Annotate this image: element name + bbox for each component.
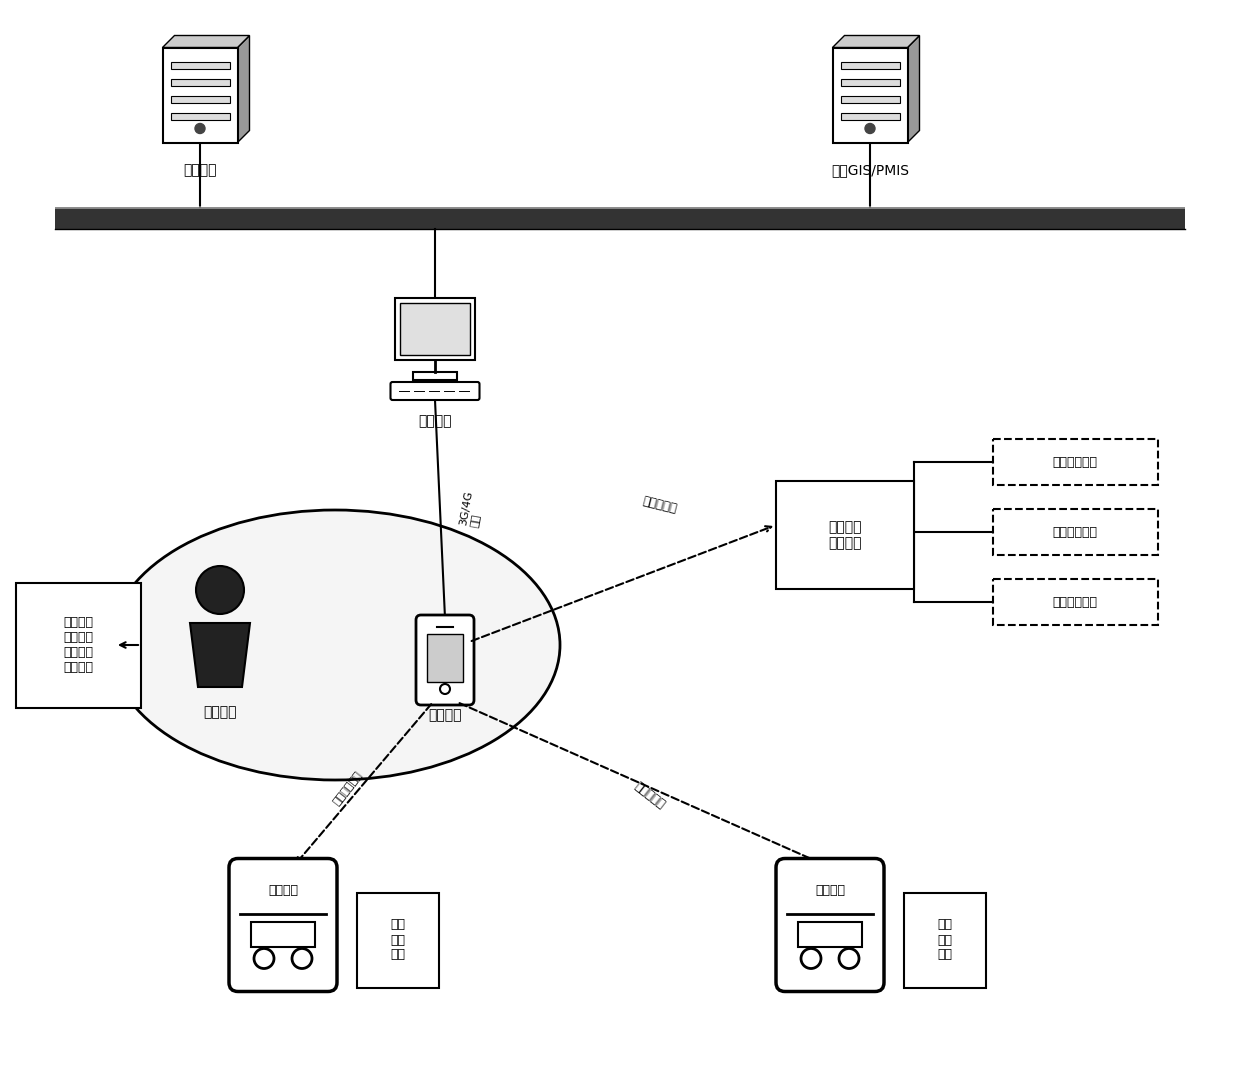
- Text: 运维人员: 运维人员: [203, 705, 237, 719]
- FancyBboxPatch shape: [229, 858, 337, 991]
- Text: 一刽聚目标主: 一刽聚目标主: [332, 769, 365, 807]
- Text: 移动终端: 移动终端: [428, 708, 461, 722]
- Polygon shape: [162, 35, 249, 47]
- Bar: [799, 922, 862, 946]
- Bar: [992, 439, 1157, 485]
- Bar: [841, 95, 899, 103]
- Text: 电能
计量
功能: 电能 计量 功能: [937, 918, 952, 961]
- Text: 电表错接检查: 电表错接检查: [1053, 596, 1097, 608]
- Text: 营销应用: 营销应用: [184, 163, 217, 177]
- Polygon shape: [190, 623, 250, 687]
- Bar: [357, 893, 439, 987]
- Text: 变比测试功能: 变比测试功能: [1053, 526, 1097, 539]
- Text: 移动电表: 移动电表: [268, 884, 298, 897]
- Circle shape: [866, 123, 875, 133]
- Bar: [841, 113, 899, 119]
- FancyBboxPatch shape: [776, 858, 884, 991]
- Text: 无线自组网: 无线自组网: [641, 495, 678, 515]
- Bar: [841, 61, 899, 69]
- Circle shape: [196, 565, 244, 614]
- Text: 多功能线
损分析仪: 多功能线 损分析仪: [828, 520, 862, 550]
- Text: 电能
计量
功能: 电能 计量 功能: [391, 918, 405, 961]
- Polygon shape: [908, 35, 920, 143]
- Text: 工单处理
拓扑识别
电量采集
核算线损: 工单处理 拓扑识别 电量采集 核算线损: [63, 616, 93, 674]
- Bar: [171, 113, 229, 119]
- Text: 配电GIS/PMIS: 配电GIS/PMIS: [831, 163, 909, 177]
- Bar: [250, 922, 315, 946]
- Bar: [171, 78, 229, 86]
- Bar: [427, 634, 463, 682]
- Bar: [841, 78, 899, 86]
- Text: 无线自组网: 无线自组网: [632, 779, 668, 811]
- FancyBboxPatch shape: [391, 382, 480, 400]
- FancyBboxPatch shape: [415, 615, 474, 705]
- Bar: [396, 298, 475, 361]
- Text: 3G/4G
公网: 3G/4G 公网: [458, 490, 485, 528]
- Ellipse shape: [110, 510, 560, 780]
- Bar: [776, 481, 914, 589]
- Text: 移动电表: 移动电表: [815, 884, 844, 897]
- Bar: [171, 61, 229, 69]
- Bar: [15, 583, 140, 707]
- Bar: [171, 95, 229, 103]
- Bar: [413, 372, 458, 380]
- Bar: [832, 47, 908, 143]
- Bar: [55, 207, 1185, 229]
- Bar: [401, 303, 470, 355]
- Polygon shape: [238, 35, 249, 143]
- Polygon shape: [832, 35, 920, 47]
- Text: 分支拓扑识别: 分支拓扑识别: [1053, 456, 1097, 469]
- Bar: [992, 509, 1157, 555]
- Text: 用采主站: 用采主站: [418, 414, 451, 428]
- Bar: [992, 579, 1157, 624]
- Bar: [162, 47, 238, 143]
- Bar: [904, 893, 986, 987]
- Circle shape: [195, 123, 205, 133]
